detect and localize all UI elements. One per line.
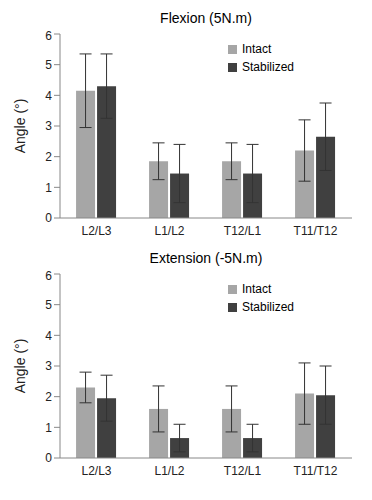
svg-text:L1/L2: L1/L2 <box>154 224 184 238</box>
html-text:Stabilized: Stabilized <box>242 300 294 314</box>
svg-text:3: 3 <box>45 359 52 373</box>
svg-text:1: 1 <box>45 421 52 435</box>
html-text:Extension (-5N.m): Extension (-5N.m) <box>149 250 263 266</box>
svg-text:L2/L3: L2/L3 <box>81 464 111 478</box>
svg-text:L1/L2: L1/L2 <box>154 464 184 478</box>
svg-text:4: 4 <box>45 329 52 343</box>
svg-text:T11/T12: T11/T12 <box>294 464 338 478</box>
svg-text:T11/T12: T11/T12 <box>294 224 338 238</box>
svg-text:3: 3 <box>45 119 52 133</box>
svg-text:2: 2 <box>45 150 52 164</box>
svg-text:L2/L3: L2/L3 <box>81 224 111 238</box>
svg-text:Angle (°): Angle (°) <box>12 339 28 394</box>
svg-text:0: 0 <box>45 211 52 225</box>
svg-text:5: 5 <box>45 58 52 72</box>
svg-text:T12/L1: T12/L1 <box>224 224 262 238</box>
html-text:Intact: Intact <box>242 282 272 296</box>
svg-text:T12/L1: T12/L1 <box>224 464 262 478</box>
html-text:Intact: Intact <box>242 42 272 56</box>
svg-text:0: 0 <box>45 451 52 465</box>
svg-text:Angle (°): Angle (°) <box>12 99 28 154</box>
svg-text:2: 2 <box>45 390 52 404</box>
html-text:Flexion (5N.m): Flexion (5N.m) <box>160 10 252 26</box>
svg-text:4: 4 <box>45 89 52 103</box>
svg-text:1: 1 <box>45 181 52 195</box>
svg-text:6: 6 <box>45 269 52 283</box>
svg-text:5: 5 <box>45 298 52 312</box>
svg-text:6: 6 <box>45 29 52 43</box>
html-text:Stabilized: Stabilized <box>242 60 294 74</box>
